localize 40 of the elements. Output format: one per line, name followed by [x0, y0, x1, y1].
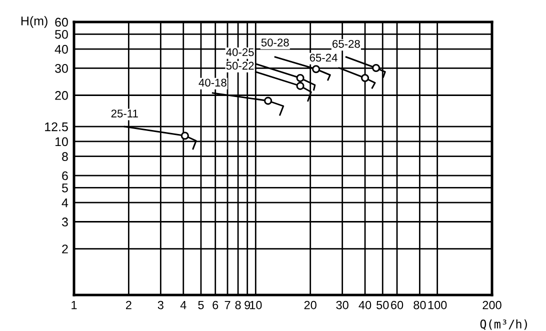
x-tick-label: 3 — [158, 300, 164, 310]
x-tick-label: 10 — [250, 300, 262, 310]
y-tick-label: 20 — [55, 91, 68, 100]
y-tick-label: 60 — [55, 18, 68, 27]
y-tick-label: 30 — [55, 64, 68, 73]
x-tick-label: 4 — [180, 300, 186, 310]
x-tick-label: 60 — [391, 300, 404, 310]
x-tick-label: 20 — [304, 300, 316, 310]
x-tick-label: 8 — [235, 300, 241, 310]
x-tick-label: 5 — [198, 300, 204, 310]
x-tick-label: 7 — [224, 300, 230, 310]
series-label: 40-18 — [198, 78, 226, 87]
y-tick-label: 4 — [62, 198, 68, 208]
series-label: 50-28 — [261, 38, 289, 46]
x-tick-label: 2 — [126, 300, 132, 310]
x-tick-label: 50 — [376, 300, 389, 310]
series-label: 65-24 — [310, 54, 338, 62]
y-tick-label: 5 — [62, 184, 68, 192]
y-tick-label: 10 — [55, 137, 68, 146]
y-tick-label: 50 — [55, 30, 68, 39]
y-tick-label: 3 — [62, 218, 68, 226]
y-tick-label: 2 — [62, 244, 68, 254]
y-tick-label: 12.5 — [45, 122, 68, 132]
y-tick-label: 40 — [54, 44, 68, 54]
x-axis-title: Q(m³/h) — [480, 319, 527, 330]
x-tick-label: 9 — [244, 300, 250, 310]
y-axis-title: H(m) — [21, 16, 48, 28]
x-tick-label: 80 — [414, 300, 426, 310]
x-tick-label: 1 — [72, 300, 77, 310]
y-tick-label: 6 — [62, 171, 68, 180]
x-tick-label: 100 — [428, 300, 447, 310]
series-label: 40-25 — [226, 48, 254, 56]
x-tick-label: 40 — [358, 300, 372, 310]
y-tick-label: 8 — [62, 152, 68, 161]
series-label: 50-22 — [226, 62, 254, 70]
x-tick-label: 6 — [212, 300, 218, 310]
x-tick-label: 30 — [336, 300, 348, 310]
series-label: 65-28 — [332, 40, 360, 48]
x-tick-label: 200 — [482, 300, 502, 310]
series-label: 25-11 — [111, 110, 138, 118]
